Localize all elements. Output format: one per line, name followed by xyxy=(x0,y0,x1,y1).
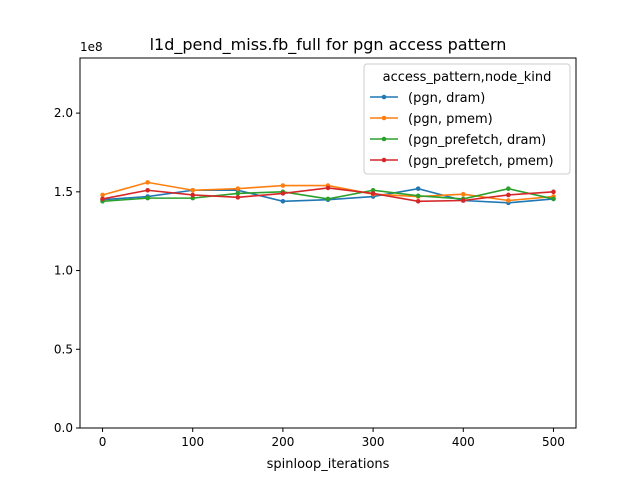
x-tick-label: 200 xyxy=(271,435,294,449)
data-point-pgn-prefetch-pmem xyxy=(460,198,466,203)
data-point-pgn-prefetch-pmem xyxy=(370,191,376,196)
legend-entries: (pgn, dram) (pgn, pmem) (pgn_prefetch, dra… xyxy=(370,91,554,169)
data-point-pgn-prefetch-pmem xyxy=(506,192,511,198)
data-point-pgn-pmem xyxy=(235,186,241,191)
data-point-pgn-pmem xyxy=(280,183,286,188)
data-point-pgn-prefetch-dram xyxy=(415,193,421,199)
data-point-pgn-prefetch-dram xyxy=(325,196,331,202)
x-axis: 0 100 200 300 400 500 xyxy=(99,428,565,449)
y-tick-label: 1.5 xyxy=(54,185,73,199)
x-tick-label: 100 xyxy=(181,435,204,449)
y-offset-label: 1e8 xyxy=(80,40,103,54)
data-point-pgn-prefetch-pmem xyxy=(551,189,556,195)
legend-box xyxy=(363,63,571,175)
legend-label: (pgn_prefetch, pmem) xyxy=(408,154,554,169)
y-axis: 0.0 0.5 1.0 1.5 2.0 xyxy=(54,106,80,435)
data-point-pgn-pmem xyxy=(460,191,466,197)
x-tick-label: 300 xyxy=(362,435,385,449)
legend: access_pattern,node_kind (pgn, dram)(pgn… xyxy=(363,63,571,175)
y-tick-label: 2.0 xyxy=(54,106,73,120)
chart-title: l1d_pend_miss.fb_full for pgn access pat… xyxy=(150,35,507,55)
legend-title: access_pattern,node_kind xyxy=(383,70,552,85)
data-point-pgn-prefetch-dram xyxy=(145,195,150,201)
data-point-pgn-prefetch-pmem xyxy=(235,195,241,200)
data-point-pgn-pmem xyxy=(506,198,511,203)
data-point-pgn-prefetch-dram xyxy=(506,186,511,191)
y-tick-label: 0.0 xyxy=(54,421,73,435)
data-point-pgn-prefetch-dram xyxy=(235,191,241,196)
x-tick-label: 0 xyxy=(99,435,107,449)
data-point-pgn-prefetch-pmem xyxy=(280,191,286,196)
data-point-pgn-prefetch-pmem xyxy=(415,198,421,204)
data-point-pgn-dram xyxy=(415,186,421,191)
plot-frame xyxy=(79,57,577,429)
data-point-pgn-prefetch-pmem xyxy=(190,192,196,198)
x-tick-label: 500 xyxy=(542,435,565,449)
y-tick-label: 1.0 xyxy=(54,264,73,278)
x-tick-label: 400 xyxy=(452,435,475,449)
legend-swatch-marker xyxy=(381,94,387,100)
legend-label: (pgn_prefetch, dram) xyxy=(408,133,546,148)
legend-swatch-marker xyxy=(381,157,387,163)
data-point-pgn-prefetch-dram xyxy=(370,187,376,193)
data-point-pgn-pmem xyxy=(145,180,150,185)
data-point-pgn-prefetch-pmem xyxy=(100,196,105,202)
legend-swatch-marker xyxy=(381,136,387,142)
data-point-pgn-prefetch-pmem xyxy=(325,185,331,191)
legend-label: (pgn, pmem) xyxy=(408,112,493,127)
legend-swatch-marker xyxy=(381,115,387,121)
x-axis-label: spinloop_iterations xyxy=(267,457,390,472)
legend-label: (pgn, dram) xyxy=(408,91,485,106)
data-point-pgn-pmem xyxy=(190,187,196,193)
data-point-pgn-pmem xyxy=(100,192,105,198)
plot-area xyxy=(100,180,556,206)
data-point-pgn-prefetch-dram xyxy=(551,196,556,202)
y-tick-label: 0.5 xyxy=(54,342,73,356)
data-point-pgn-dram xyxy=(280,198,286,204)
data-point-pgn-prefetch-pmem xyxy=(145,187,150,193)
data-point-pgn-prefetch-dram xyxy=(190,195,196,201)
